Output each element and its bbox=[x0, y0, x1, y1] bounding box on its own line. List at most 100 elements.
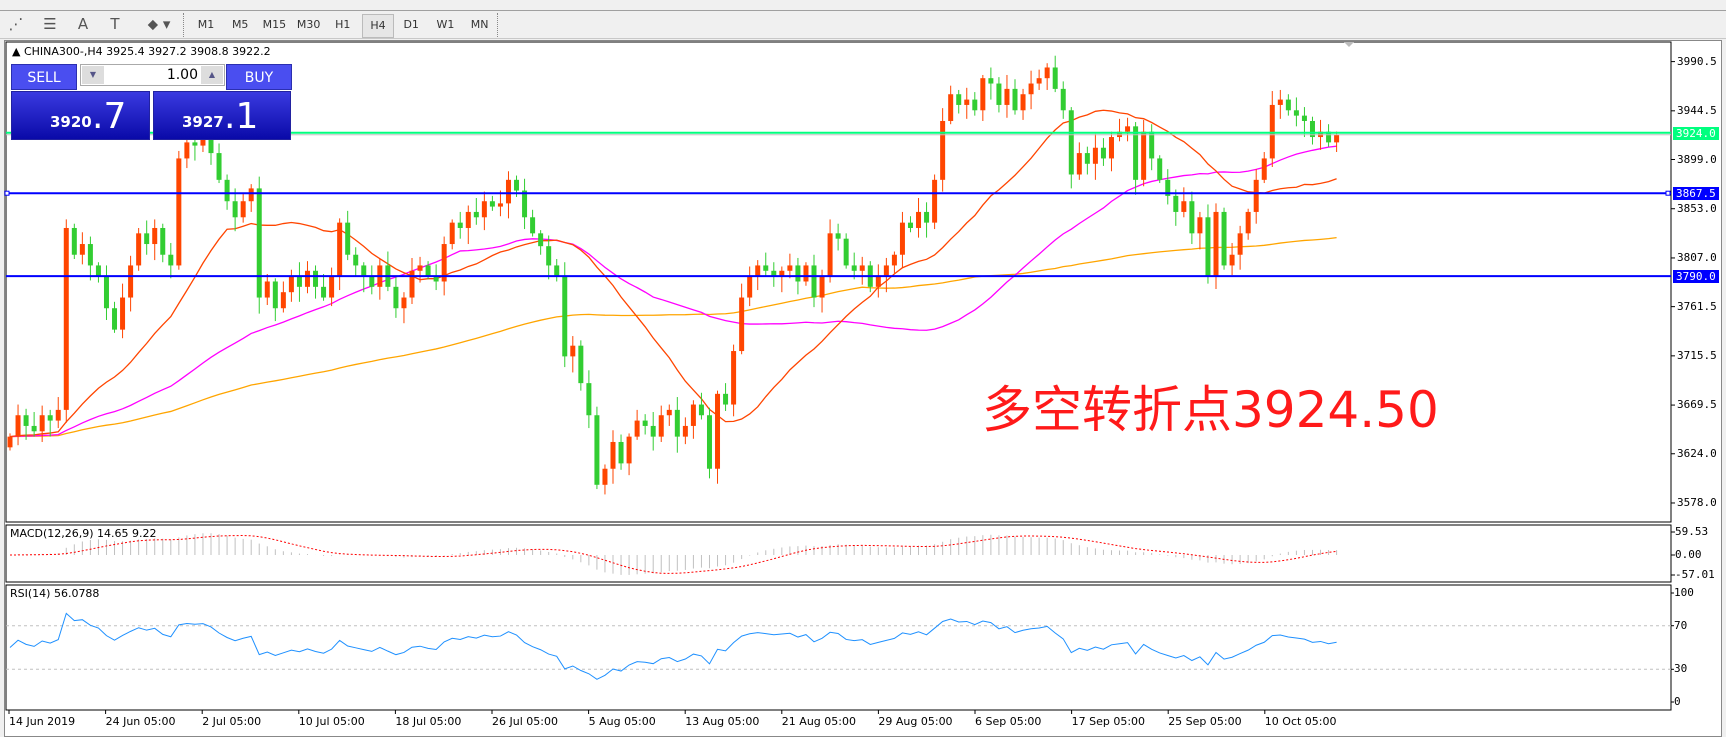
candle-body bbox=[1181, 201, 1187, 212]
candle-body bbox=[1205, 217, 1211, 277]
candle-body bbox=[731, 351, 737, 405]
candle-body bbox=[827, 233, 833, 277]
toolbar-separator bbox=[497, 13, 499, 37]
candle-body bbox=[562, 276, 568, 357]
chart-window[interactable] bbox=[4, 40, 1722, 737]
candle-body bbox=[505, 179, 511, 204]
candle-body bbox=[481, 201, 487, 218]
candle-body bbox=[690, 404, 696, 426]
rsi-tick-label: 100 bbox=[1674, 586, 1694, 599]
time-tick-label: 26 Jul 05:00 bbox=[492, 715, 558, 728]
candle-body bbox=[924, 211, 930, 223]
candle-body bbox=[843, 238, 849, 266]
candle-body bbox=[956, 94, 962, 105]
candle-body bbox=[570, 345, 576, 357]
candle-body bbox=[1165, 179, 1171, 196]
candle-body bbox=[1285, 99, 1291, 111]
candle-body bbox=[586, 383, 592, 416]
candle-body bbox=[1141, 131, 1147, 180]
rsi-line bbox=[9, 612, 1337, 680]
timeframe-w1[interactable]: W1 bbox=[436, 18, 455, 31]
fibonacci-icon[interactable]: ☰ bbox=[43, 15, 57, 33]
candle-body bbox=[272, 281, 278, 309]
candle-body bbox=[152, 227, 158, 245]
lot-size-input[interactable]: 1.00 bbox=[166, 67, 198, 83]
timeframe-h4[interactable]: H4 bbox=[362, 14, 394, 38]
candle-body bbox=[473, 211, 479, 218]
candle-body bbox=[1004, 88, 1010, 105]
symbol-line: CHINA300-,H4 3925.4 3927.2 3908.8 3922.2 bbox=[23, 45, 271, 58]
candle-body bbox=[95, 265, 101, 277]
sell-price-main: 3920 bbox=[50, 113, 92, 131]
candle-body bbox=[232, 201, 238, 218]
price-tick-label: 3853.0 bbox=[1677, 201, 1717, 215]
time-tick-label: 10 Oct 05:00 bbox=[1264, 715, 1337, 728]
candle-body bbox=[851, 265, 857, 271]
candle-body bbox=[240, 201, 246, 218]
candle-body bbox=[256, 188, 262, 298]
candle-body bbox=[1125, 126, 1131, 132]
time-tick-label: 18 Jul 05:00 bbox=[395, 715, 462, 728]
candle-body bbox=[296, 276, 302, 287]
buy-price-main: 3927 bbox=[182, 113, 224, 131]
macd-tick-label: -57.01 bbox=[1675, 568, 1715, 581]
candle-body bbox=[803, 265, 809, 282]
timeframe-mn[interactable]: MN bbox=[470, 18, 489, 31]
buy-button[interactable]: BUY bbox=[226, 64, 292, 90]
lot-decrease-icon[interactable]: ▼ bbox=[82, 66, 104, 84]
candle-body bbox=[907, 222, 913, 228]
candle-body bbox=[120, 297, 126, 330]
candle-body bbox=[787, 265, 793, 271]
candle-body bbox=[1334, 134, 1340, 143]
candle-body bbox=[1052, 67, 1058, 89]
lot-size-stepper[interactable]: ▼ 1.00 ▲ bbox=[80, 64, 225, 86]
timeframe-m1[interactable]: M1 bbox=[197, 18, 215, 31]
price-tick-label: 3807.0 bbox=[1677, 250, 1717, 264]
candle-body bbox=[304, 270, 310, 287]
candle-body bbox=[71, 227, 77, 255]
text-icon[interactable]: A bbox=[77, 15, 89, 33]
candle-body bbox=[988, 78, 994, 84]
elliott-wave-icon[interactable]: ⋰ bbox=[8, 15, 24, 33]
arrows-icon[interactable]: ⬥ ▾ bbox=[147, 15, 171, 33]
arrows-glyph: ⬥ bbox=[147, 15, 159, 33]
horizontal-line-tag: 3790.0 bbox=[1673, 270, 1719, 284]
candle-body bbox=[658, 415, 664, 437]
candle-body bbox=[1221, 211, 1227, 266]
candle-body bbox=[103, 276, 109, 309]
candle-body bbox=[1253, 179, 1259, 212]
candle-body bbox=[835, 233, 841, 239]
rsi-tick-label: 30 bbox=[1674, 662, 1688, 676]
candle-body bbox=[160, 227, 166, 255]
candle-body bbox=[932, 179, 938, 223]
time-tick-label: 29 Aug 05:00 bbox=[878, 715, 953, 728]
timeframe-m5[interactable]: M5 bbox=[231, 18, 249, 31]
timeframe-h1[interactable]: H1 bbox=[335, 18, 351, 31]
candle-body bbox=[441, 244, 447, 282]
timeframe-d1[interactable]: D1 bbox=[403, 18, 419, 31]
candle-body bbox=[755, 265, 761, 277]
buy-price-box[interactable]: 3927 .1 bbox=[153, 91, 291, 140]
candle-body bbox=[425, 265, 431, 277]
candle-body bbox=[706, 415, 712, 469]
timeframe-m15[interactable]: M15 bbox=[262, 18, 287, 31]
sell-button[interactable]: SELL bbox=[11, 64, 77, 90]
time-tick-label: 6 Sep 05:00 bbox=[975, 715, 1042, 728]
timeframe-m30[interactable]: M30 bbox=[296, 18, 321, 31]
candle-body bbox=[1060, 88, 1066, 111]
candle-body bbox=[642, 420, 648, 426]
rsi-tick-label: 0 bbox=[1674, 695, 1681, 708]
candle-body bbox=[176, 158, 182, 266]
text-label-icon[interactable]: T bbox=[110, 15, 120, 33]
candle-body bbox=[79, 244, 85, 255]
time-tick-label: 21 Aug 05:00 bbox=[781, 715, 856, 728]
candle-body bbox=[514, 179, 520, 191]
rsi-panel-frame bbox=[5, 584, 1672, 711]
candle-body bbox=[1133, 126, 1139, 180]
sell-price-box[interactable]: 3920 .7 bbox=[11, 91, 150, 140]
candle-body bbox=[594, 415, 600, 485]
candle-body bbox=[224, 179, 230, 202]
candle-body bbox=[497, 203, 503, 207]
candle-body bbox=[739, 297, 745, 352]
lot-increase-icon[interactable]: ▲ bbox=[201, 66, 223, 84]
